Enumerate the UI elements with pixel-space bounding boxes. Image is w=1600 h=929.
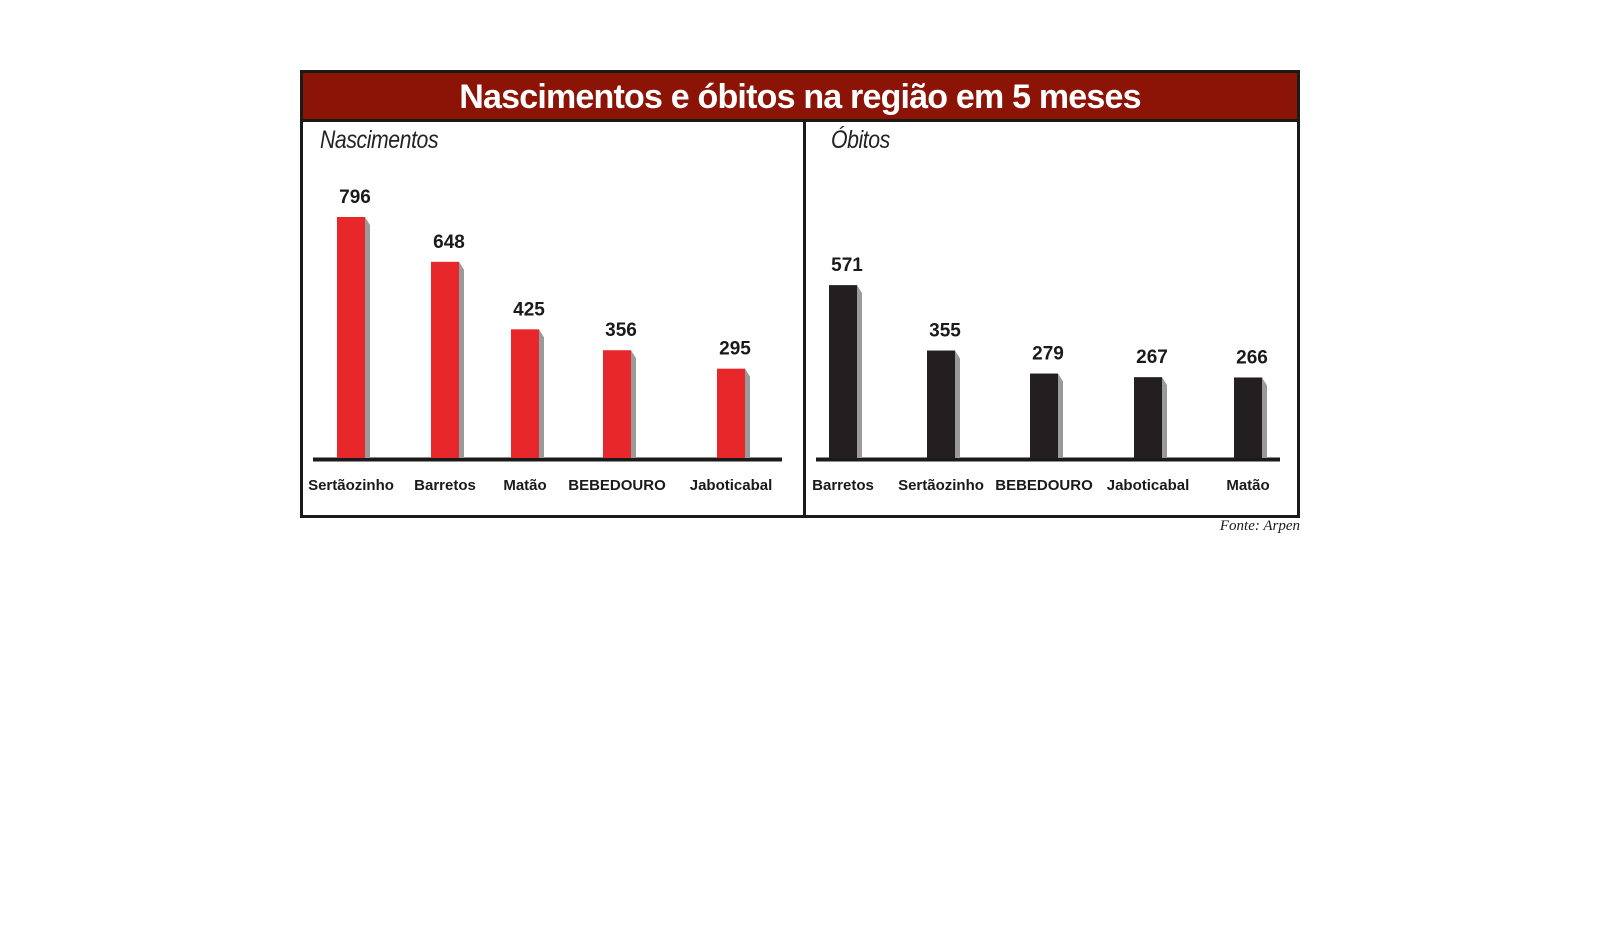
chart-frame: Nascimentos e óbitos na região em 5 mese… [300,70,1300,518]
category-label: BEBEDOURO [568,477,666,494]
data-label: 356 [605,320,637,341]
bar-shadow [1162,377,1167,458]
panel-divider [803,122,806,518]
bar [431,261,459,458]
obitos-panel-title: Óbitos [831,126,890,154]
nascimentos-bar-chart: 796 Sertãozinho 648 Barretos 425 Matão 356 BEBE… [308,187,782,494]
data-label: 648 [433,232,465,253]
obitos-panel: Óbitos 571 Barretos 355 Sertãozinho 279 BEBED… [806,122,1300,518]
bar [829,285,857,458]
bar-shadow [1262,377,1267,458]
nascimentos-panel: Nascimentos 796 Sertãozinho 648 Barretos 425… [303,122,803,518]
category-label: Sertãozinho [898,477,984,494]
title-bar: Nascimentos e óbitos na região em 5 mese… [303,73,1297,122]
bar-shadow [745,368,750,458]
bar [717,368,745,458]
data-label: 267 [1136,347,1168,368]
bar [927,350,955,458]
category-label: Matão [1226,477,1269,494]
nascimentos-panel-title: Nascimentos [320,126,439,154]
bar-shadow [539,329,544,458]
data-label: 796 [339,187,371,208]
data-label: 279 [1032,344,1064,365]
category-label: Jaboticabal [1107,477,1190,494]
bar [603,350,631,458]
bar-shadow [365,217,370,458]
data-label: 295 [719,339,751,360]
bar [1030,373,1058,458]
data-label: 355 [929,321,961,342]
bar-shadow [955,350,960,458]
bar-shadow [857,285,862,458]
bar-shadow [631,350,636,458]
bar [1234,377,1262,458]
bar [337,217,365,458]
obitos-bar-chart: 571 Barretos 355 Sertãozinho 279 BEBEDOURO 267… [812,255,1280,494]
category-label: BEBEDOURO [995,477,1093,494]
bar [511,329,539,458]
chart-figure: Nascimentos e óbitos na região em 5 mese… [300,70,1300,534]
data-label: 571 [831,255,863,276]
category-label: Matão [503,477,546,494]
chart-title: Nascimentos e óbitos na região em 5 mese… [459,78,1141,116]
category-label: Barretos [812,477,874,494]
bar-shadow [1058,373,1063,458]
category-label: Sertãozinho [308,477,394,494]
category-label: Barretos [414,477,476,494]
bar-shadow [459,261,464,458]
category-label: Jaboticabal [690,477,773,494]
source-note: Fonte: Arpen [1219,518,1300,534]
data-label: 425 [513,299,545,320]
bar [1134,377,1162,458]
data-label: 266 [1236,347,1268,368]
